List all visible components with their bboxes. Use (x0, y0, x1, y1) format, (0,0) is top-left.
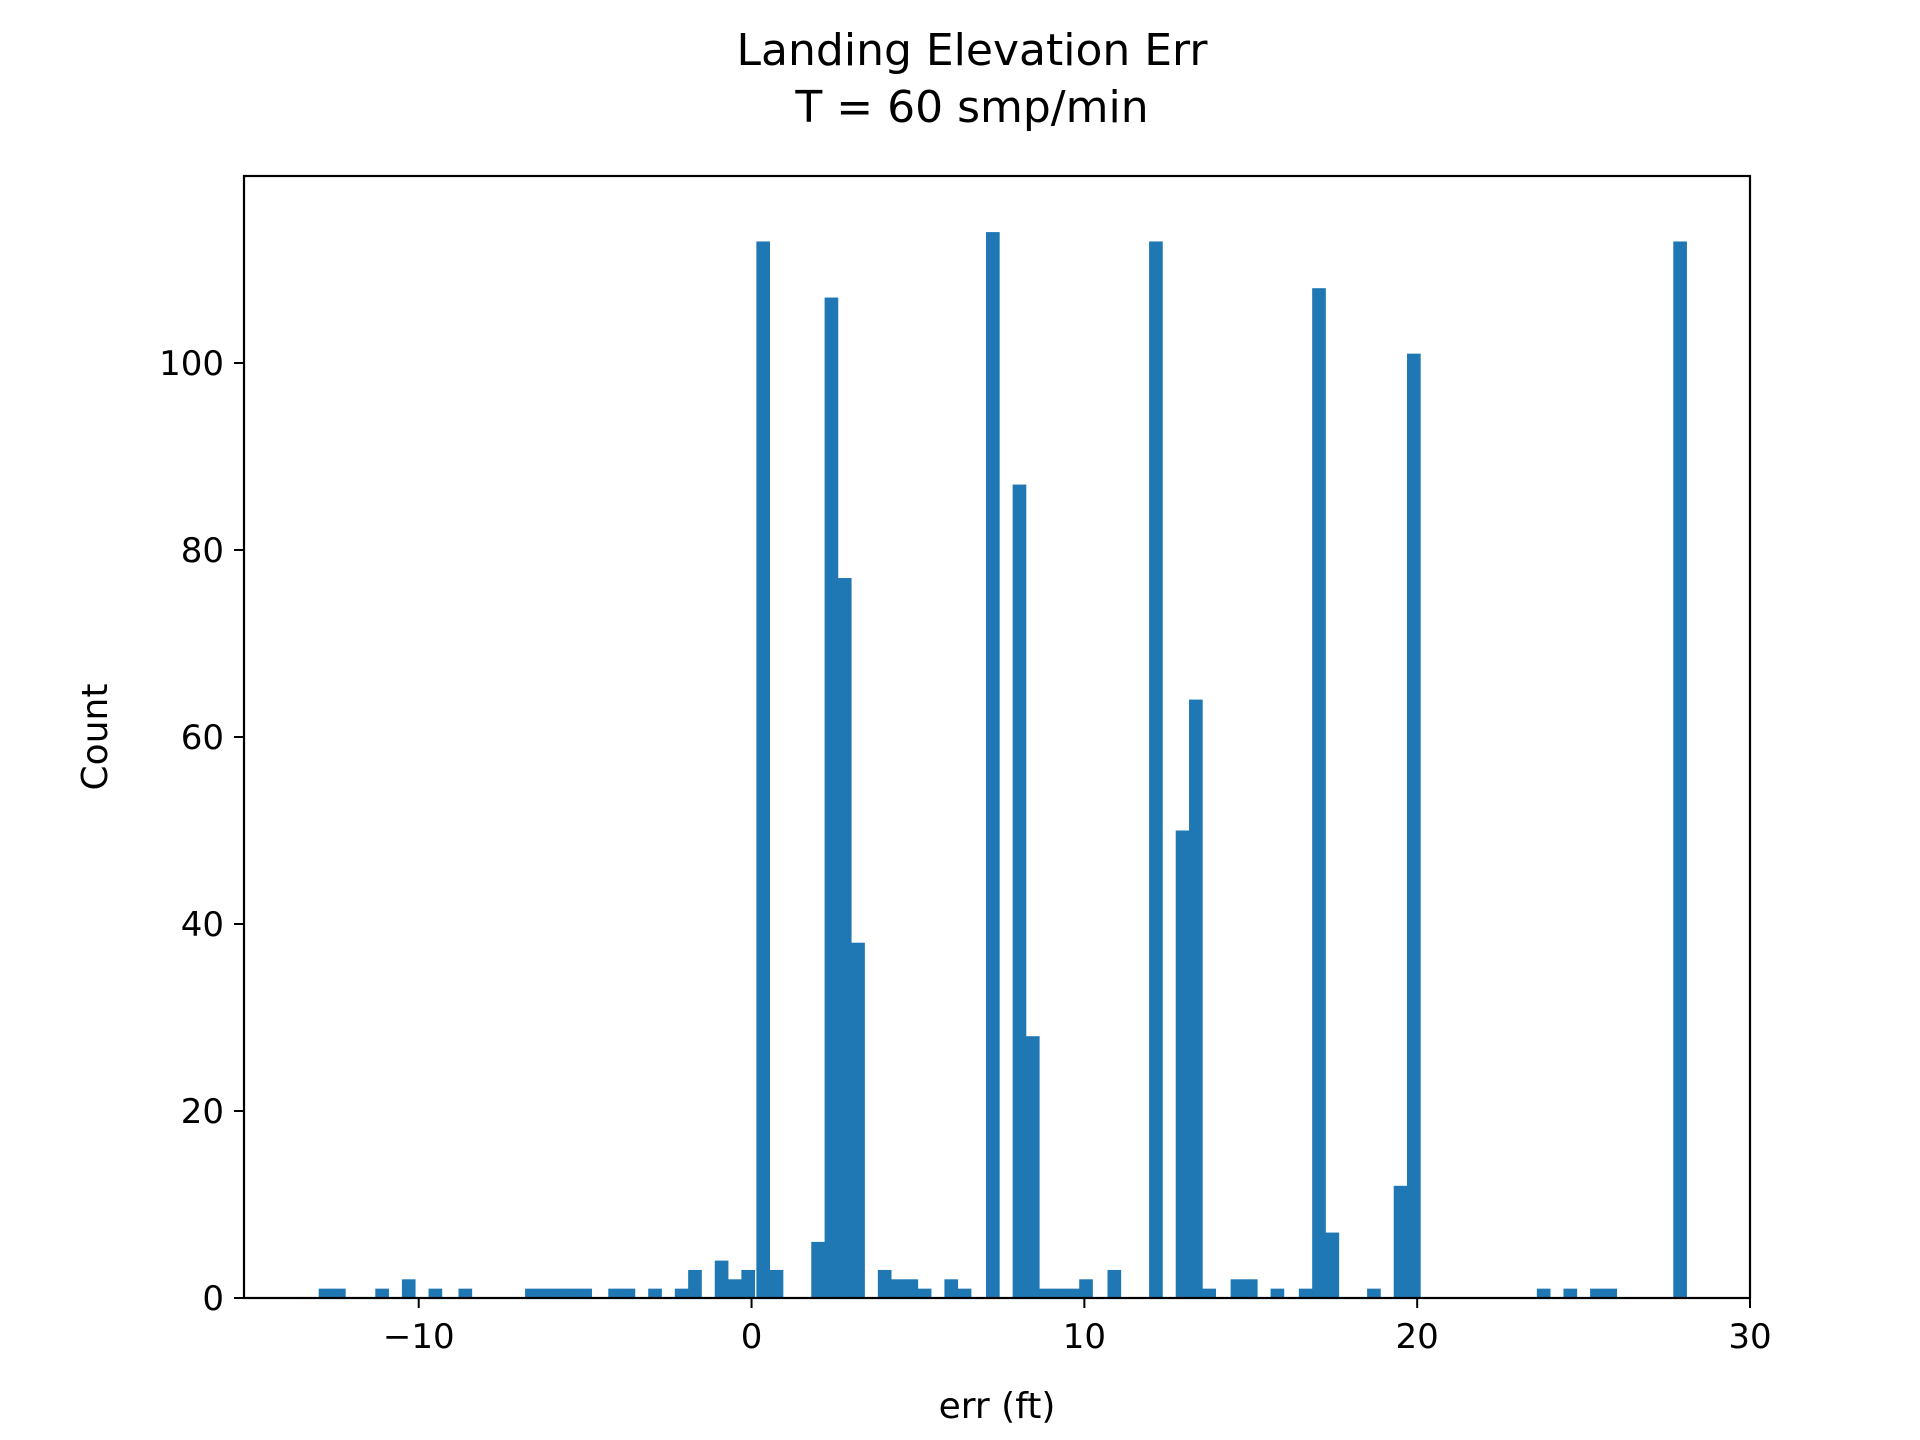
histogram-bar (1407, 353, 1421, 1298)
y-axis-label: Count (75, 684, 116, 791)
histogram-bar (851, 942, 865, 1298)
histogram-bar (714, 1260, 729, 1298)
histogram-bar (957, 1288, 972, 1298)
histogram-bar (1603, 1288, 1618, 1298)
y-axis-ticks: 0 20 40 60 80 100 (159, 344, 244, 1319)
x-tick-label: 10 (1063, 1317, 1106, 1357)
histogram-bar (1393, 1185, 1408, 1298)
histogram-bar (769, 1269, 784, 1298)
x-axis-ticks: −10 0 10 20 30 (383, 1298, 1772, 1357)
histogram-bar (837, 578, 852, 1298)
histogram-bar (1325, 1232, 1340, 1298)
histogram-bar (565, 1288, 579, 1298)
histogram-bar (1673, 241, 1687, 1299)
histogram-bar (578, 1288, 592, 1298)
histogram-bar (428, 1288, 443, 1298)
histogram-bar (1298, 1288, 1313, 1298)
x-axis-label: err (ft) (939, 1386, 1056, 1427)
histogram-bar (525, 1288, 539, 1298)
histogram-bar (1202, 1288, 1216, 1298)
histogram-bar (1107, 1269, 1122, 1298)
histogram-bar (1230, 1279, 1245, 1298)
histogram-bar (318, 1288, 333, 1298)
histogram-bar (375, 1288, 389, 1298)
y-tick-label: 60 (181, 718, 224, 758)
histogram-bar (811, 1241, 825, 1298)
y-tick-label: 20 (181, 1092, 224, 1132)
chart-title: Landing Elevation Err (737, 25, 1209, 76)
histogram-bar (538, 1288, 553, 1298)
histogram-bar (1563, 1288, 1578, 1298)
histogram-bar (674, 1288, 689, 1298)
histogram-bar (756, 241, 771, 1299)
histogram-bar (824, 297, 839, 1298)
histogram-bar (986, 232, 1000, 1299)
histogram-bar (1367, 1288, 1381, 1298)
y-tick-label: 0 (202, 1279, 224, 1319)
histogram-bar (1590, 1288, 1604, 1298)
histogram-bar (1065, 1288, 1080, 1298)
histogram-bar (1039, 1288, 1053, 1298)
histogram-bar (904, 1279, 919, 1298)
x-tick-label: 30 (1728, 1317, 1771, 1357)
histogram-bar (891, 1279, 905, 1298)
x-tick-label: −10 (383, 1317, 455, 1357)
histogram-bar (1189, 699, 1203, 1298)
histogram-bar (1243, 1279, 1258, 1298)
y-tick-label: 80 (181, 531, 224, 571)
histogram-bar (944, 1279, 959, 1298)
histogram-bar (741, 1269, 756, 1298)
histogram-bar (608, 1288, 622, 1298)
histogram-bar (1175, 830, 1190, 1298)
histogram-bar (1079, 1279, 1093, 1298)
histogram-bar (1012, 484, 1027, 1298)
y-tick-label: 40 (181, 905, 224, 945)
histogram-bar (621, 1288, 636, 1298)
x-tick-label: 20 (1396, 1317, 1439, 1357)
histogram-bar (1025, 1036, 1040, 1298)
histogram-bar (688, 1269, 702, 1298)
histogram-bar (877, 1269, 892, 1298)
histogram-bar (917, 1288, 932, 1298)
chart-subtitle: T = 60 smp/min (794, 82, 1148, 133)
histogram-bar (1270, 1288, 1285, 1298)
histogram-bar (1536, 1288, 1551, 1298)
histogram-bar (1312, 288, 1326, 1298)
histogram-bar (728, 1279, 742, 1298)
y-tick-label: 100 (159, 344, 224, 384)
histogram-bars (318, 232, 1687, 1299)
x-tick-label: 0 (741, 1317, 763, 1357)
histogram-bar (458, 1288, 473, 1298)
plot-frame (242, 174, 1752, 1300)
histogram-bar (1149, 241, 1163, 1299)
histogram-bar (332, 1288, 346, 1298)
histogram-bar (401, 1279, 416, 1298)
histogram-bar (551, 1288, 566, 1298)
histogram-bar (1052, 1288, 1067, 1298)
histogram-bar (648, 1288, 662, 1298)
